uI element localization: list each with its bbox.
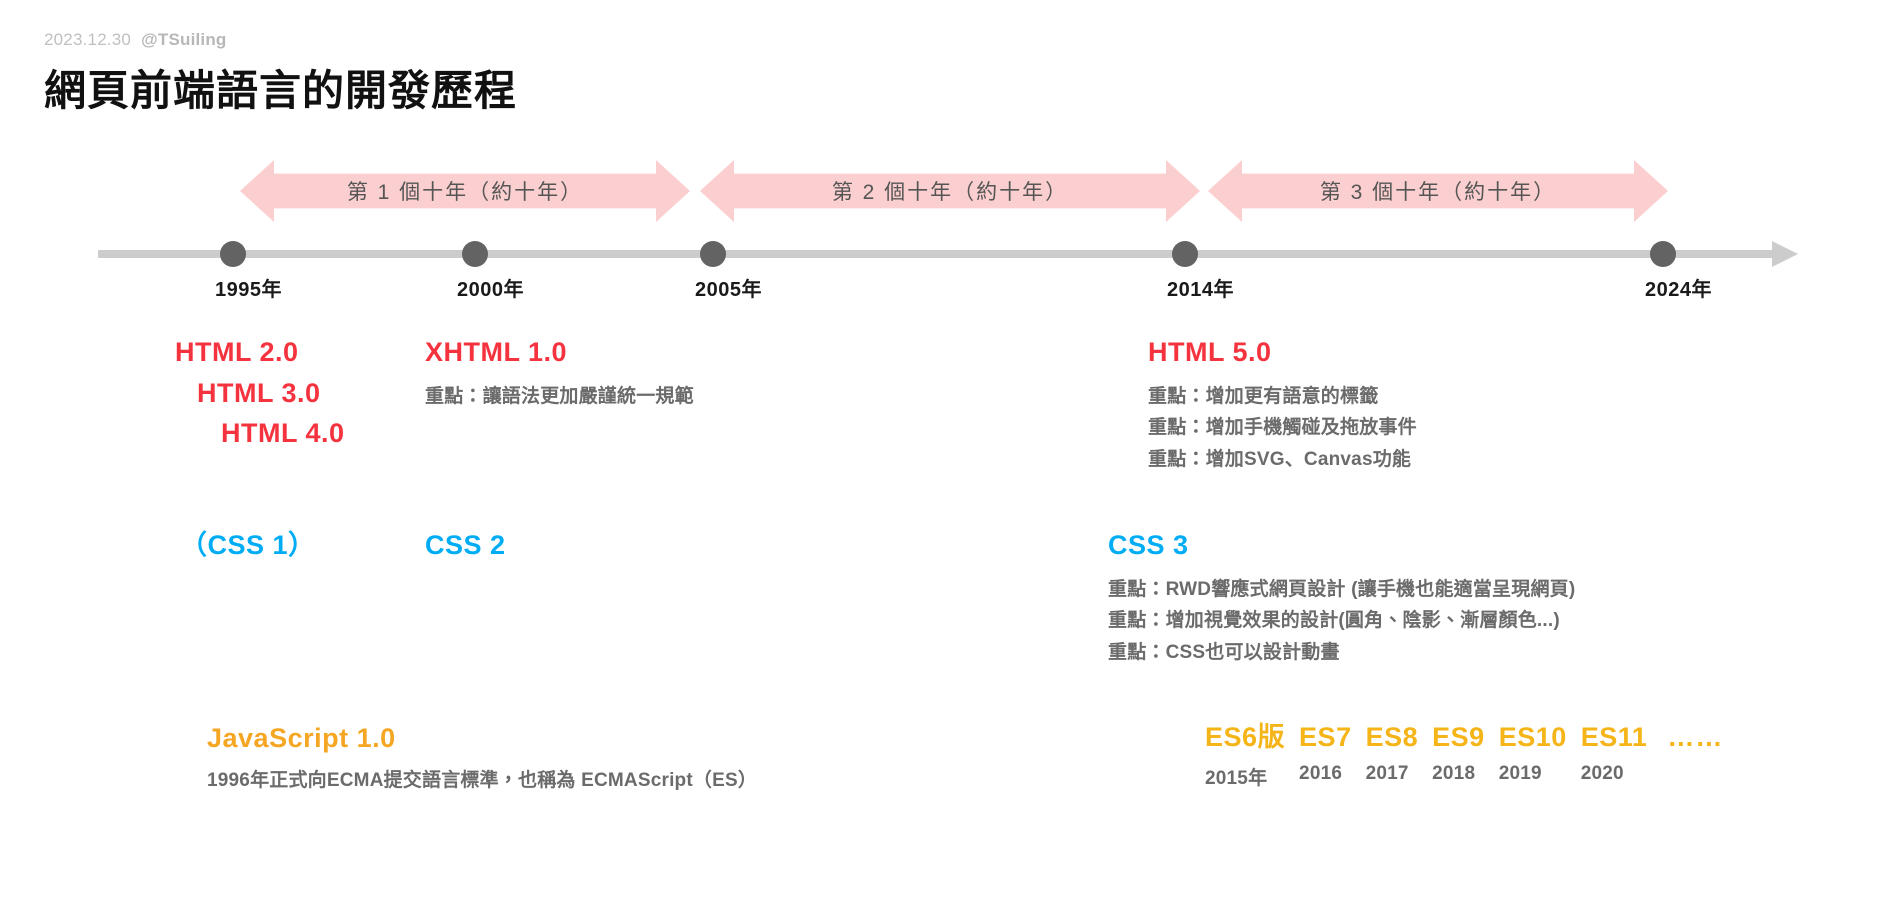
author-handle: @TSuiling [141,30,227,49]
timeline-tick-1995: 1995年 [215,241,282,301]
decade-label-2: 第 2 個十年（約十年） [831,181,1069,204]
decade-arrow-3: 第 3 個十年（約十年） [1208,160,1668,222]
es-ellipsis: …… [1667,722,1724,752]
es-year-label: 2015年 [1205,768,1268,790]
timeline-dot-icon [462,241,488,267]
tech-html-2: HTML 2.0 [175,337,299,367]
tech-html5-note-1: 重點：增加更有語意的標籤 [1148,385,1379,407]
es-item: ES10 2019 [1499,718,1567,785]
timeline-dot-icon [220,241,246,267]
block-xhtml: XHTML 1.0 重點：讓語法更加嚴謹統一規範 [425,332,694,412]
timeline-tick-2024: 2024年 [1645,241,1712,301]
timeline-dot-icon [1650,241,1676,267]
es-version-label: ES9 [1432,722,1485,752]
timeline-year-label: 2005年 [695,279,762,301]
es-version-row: ES6版 2015年 ES7 2016 ES8 2017 ES9 2018 ES… [1205,718,1723,790]
tech-xhtml-name: XHTML 1.0 [425,337,568,367]
tech-xhtml-note-1: 重點：讓語法更加嚴謹統一規範 [425,385,694,407]
timeline-axis: 1995年 2000年 2005年 2014年 2024年 [0,241,1900,310]
timeline-year-label: 2014年 [1167,279,1234,301]
tech-css3-note-3: 重點：CSS也可以設計動畫 [1108,642,1340,664]
axis-arrow-icon [1772,241,1798,267]
timeline-dot-icon [1172,241,1198,267]
es-year-label: 2020 [1580,763,1624,785]
tech-js-name: JavaScript 1.0 [207,723,396,753]
decade-arrow-2: 第 2 個十年（約十年） [700,160,1200,222]
es-year-label: 2016 [1299,763,1343,785]
decade-arrow-1: 第 1 個十年（約十年） [240,160,690,222]
decade-arrow-group: 第 1 個十年（約十年） 第 2 個十年（約十年） 第 3 個十年（約十年） [0,160,1900,222]
es-version-label: ES10 [1498,722,1567,752]
timeline-year-label: 2000年 [457,279,524,301]
tech-css1-name: （CSS 1） [180,530,316,560]
tech-html-4: HTML 4.0 [221,418,345,448]
es-year-label: 2019 [1498,763,1542,785]
timeline-tick-2014: 2014年 [1167,241,1234,301]
es-version-label: ES6版 [1205,722,1286,752]
es-item: ES7 2016 [1299,718,1352,785]
tech-css3-note-2: 重點：增加視覺效果的設計(圓角、陰影、漸層顏色...) [1108,610,1560,632]
byline: 2023.12.30 @TSuiling [44,30,517,50]
tech-html-3: HTML 3.0 [197,377,321,408]
es-item: ES8 2017 [1366,718,1419,785]
block-es-versions: ES6版 2015年 ES7 2016 ES8 2017 ES9 2018 ES… [1205,718,1723,790]
axis-line [98,250,1778,258]
block-html-early: HTML 2.0 HTML 3.0 HTML 4.0 [175,332,345,454]
publish-date: 2023.12.30 [44,30,132,49]
timeline-tick-2000: 2000年 [457,241,524,301]
es-item: ES11 2020 [1581,718,1648,785]
tech-html5-note-2: 重點：增加手機觸碰及拖放事件 [1148,417,1417,439]
tech-html5-note-3: 重點：增加SVG、Canvas功能 [1148,449,1412,471]
es-item: ES9 2018 [1432,718,1485,785]
tech-css3-name: CSS 3 [1108,530,1189,560]
tech-js-note-1: 1996年正式向ECMA提交語言標準，也稱為 ECMAScript（ES） [207,769,758,791]
timeline-dot-icon [700,241,726,267]
es-version-label: ES7 [1299,722,1352,752]
decade-label-1: 第 1 個十年（約十年） [346,181,584,204]
timeline-year-label: 1995年 [215,279,282,301]
block-css1: （CSS 1） [180,525,316,566]
decade-label-3: 第 3 個十年（約十年） [1319,181,1557,204]
timeline-tick-2005: 2005年 [695,241,762,301]
block-html5: HTML 5.0 重點：增加更有語意的標籤 重點：增加手機觸碰及拖放事件 重點：… [1148,332,1417,476]
page-header: 2023.12.30 @TSuiling 網頁前端語言的開發歷程 [44,30,517,118]
tech-html5-name: HTML 5.0 [1148,337,1272,367]
es-item: ES6版 2015年 [1205,718,1285,790]
es-year-label: 2017 [1365,763,1409,785]
tech-css2-name: CSS 2 [425,530,506,560]
block-css2: CSS 2 [425,525,506,566]
es-version-label: ES11 [1580,722,1648,752]
es-version-label: ES8 [1365,722,1419,752]
es-year-label: 2018 [1432,763,1476,785]
timeline-year-label: 2024年 [1645,279,1712,301]
page-title: 網頁前端語言的開發歷程 [44,67,518,114]
tech-css3-note-1: 重點：RWD響應式網頁設計 (讓手機也能適當呈現網頁) [1108,578,1576,600]
block-css3: CSS 3 重點：RWD響應式網頁設計 (讓手機也能適當呈現網頁) 重點：增加視… [1108,525,1575,669]
block-javascript: JavaScript 1.0 1996年正式向ECMA提交語言標準，也稱為 EC… [207,718,757,796]
